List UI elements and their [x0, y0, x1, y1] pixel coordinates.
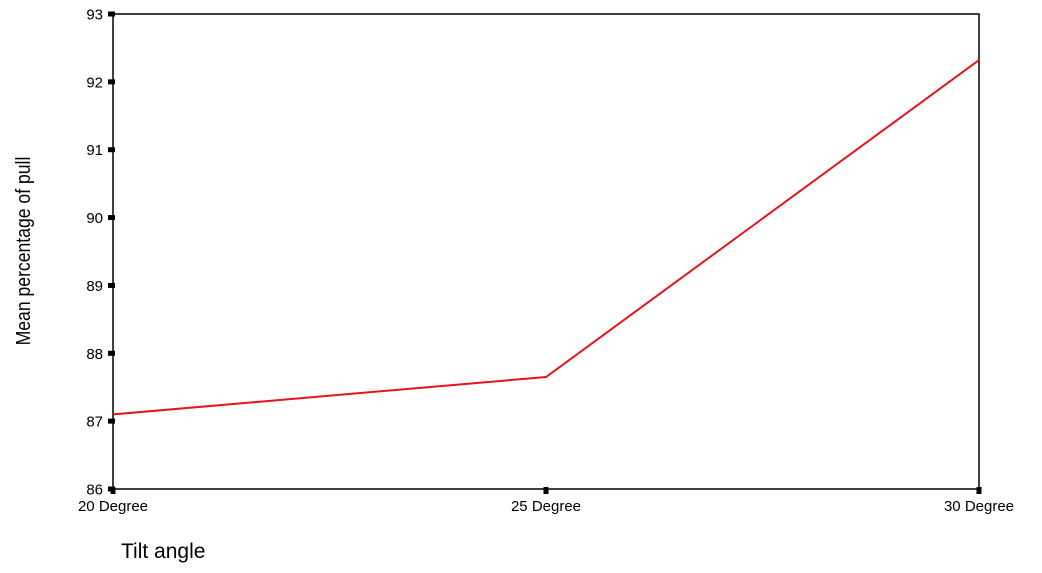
y-tick-mark [108, 418, 115, 424]
x-tick-mark [110, 487, 116, 494]
y-tick-mark [108, 350, 115, 356]
y-tick-label: 86 [86, 482, 103, 499]
y-axis-ticks: 86 87 88 89 90 91 92 93 [86, 7, 115, 499]
y-tick-label: 90 [86, 210, 103, 227]
y-tick-label: 88 [86, 346, 103, 363]
x-tick-label: 25 Degree [511, 498, 581, 515]
series-line [112, 59, 980, 416]
x-axis-ticks: 20 Degree 25 Degree 30 Degree [78, 487, 1014, 515]
y-tick-label: 89 [86, 278, 103, 295]
plot-frame [112, 13, 980, 490]
y-axis-title: Mean percentage of pull [12, 157, 34, 346]
x-tick-label: 30 Degree [944, 498, 1014, 515]
x-tick-mark [543, 487, 549, 494]
y-tick-mark [108, 79, 115, 85]
y-tick-mark [108, 282, 115, 288]
y-tick-mark [108, 215, 115, 221]
x-tick-mark [976, 487, 982, 494]
y-tick-mark [108, 147, 115, 153]
x-tick-label: 20 Degree [78, 498, 148, 515]
y-tick-label: 91 [86, 142, 103, 159]
y-tick-label: 92 [86, 74, 103, 91]
x-axis-title: Tilt angle [121, 540, 205, 563]
y-tick-label: 93 [86, 7, 103, 24]
series-layer [112, 59, 980, 416]
y-tick-mark [108, 11, 115, 17]
y-tick-label: 87 [86, 414, 103, 431]
